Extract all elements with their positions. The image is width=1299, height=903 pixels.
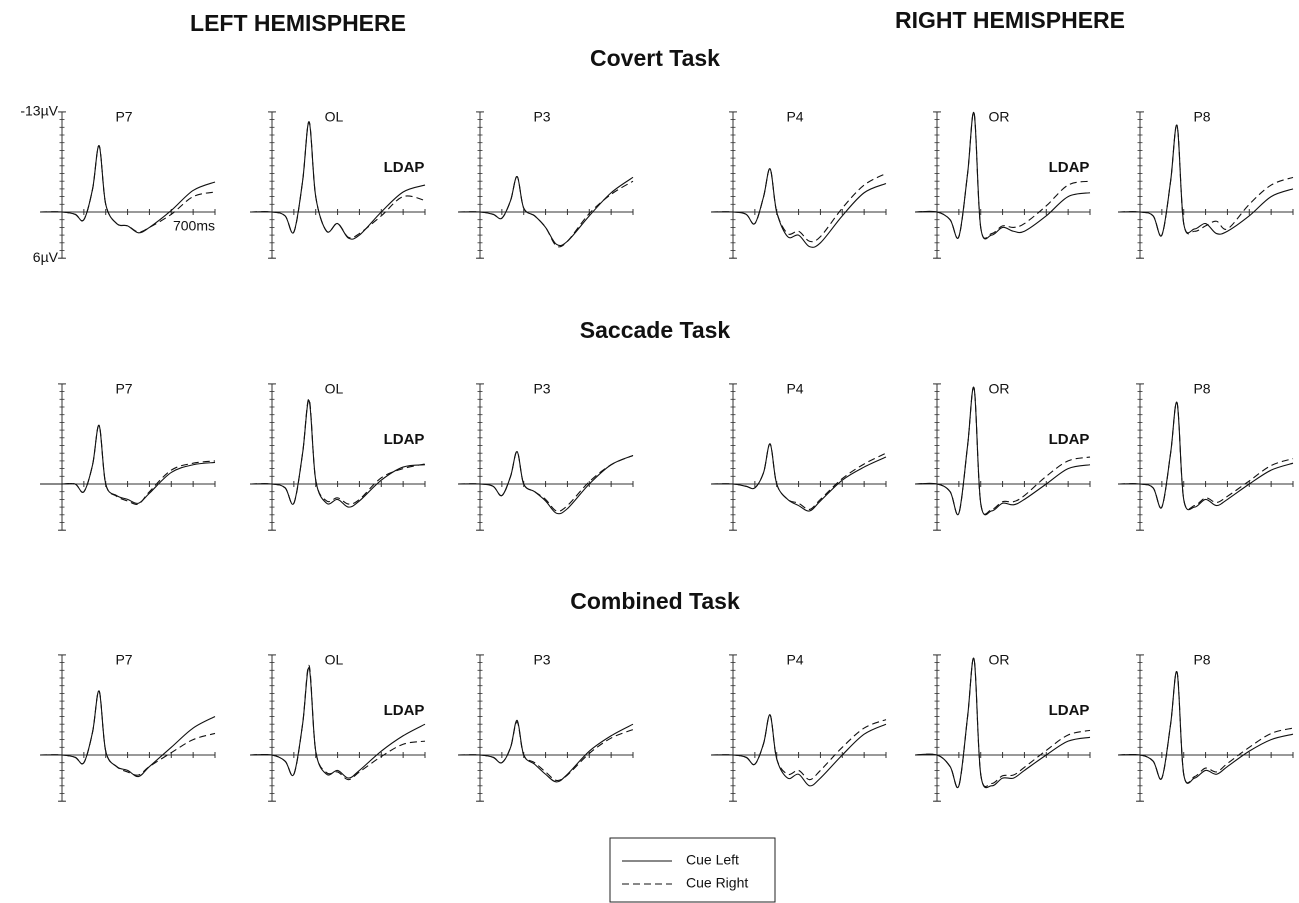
cue-right-wave	[1118, 401, 1294, 510]
ldap-label: LDAP	[1049, 431, 1090, 448]
task-title: Combined Task	[570, 588, 740, 614]
cue-right-wave	[1118, 124, 1294, 237]
cue-left-wave	[711, 443, 887, 512]
electrode-label: OL	[325, 652, 344, 668]
cue-left-wave	[915, 657, 1091, 789]
cue-left-wave	[711, 714, 887, 787]
cue-right-wave	[711, 714, 887, 781]
electrode-label: OL	[325, 109, 344, 125]
x-tick-label: 700ms	[173, 218, 215, 234]
electrode-label: P8	[1193, 652, 1210, 668]
y-tick-label: -13µV	[20, 103, 58, 119]
cue-right-wave	[1118, 671, 1294, 784]
electrode-label: P7	[115, 381, 132, 397]
electrode-label: P3	[533, 652, 550, 668]
cue-right-wave	[915, 657, 1091, 789]
legend-box	[609, 837, 776, 903]
cue-left-wave	[40, 690, 216, 778]
electrode-label: P3	[533, 109, 550, 125]
cue-left-wave	[1118, 401, 1294, 511]
cue-left-wave	[250, 400, 426, 508]
cue-right-wave	[458, 721, 634, 782]
cue-right-wave	[458, 451, 634, 512]
electrode-label: OR	[989, 381, 1010, 397]
cue-right-wave	[250, 398, 426, 505]
cue-right-wave	[250, 121, 426, 239]
electrode-label: P4	[786, 652, 803, 668]
cue-left-wave	[711, 168, 887, 248]
y-tick-label: 6µV	[33, 249, 59, 265]
left-hemisphere-title: LEFT HEMISPHERE	[190, 10, 406, 36]
electrode-label: P4	[786, 381, 803, 397]
cue-right-wave	[915, 111, 1091, 239]
cue-left-wave	[915, 386, 1091, 516]
legend-label: Cue Right	[686, 875, 748, 891]
electrode-label: OR	[989, 652, 1010, 668]
cue-right-wave	[40, 690, 216, 776]
electrode-label: P8	[1193, 381, 1210, 397]
ldap-label: LDAP	[384, 702, 425, 719]
electrode-label: P8	[1193, 109, 1210, 125]
cue-left-wave	[250, 121, 426, 240]
right-hemisphere-title: RIGHT HEMISPHERE	[895, 7, 1125, 33]
cue-right-wave	[711, 443, 887, 510]
cue-left-wave	[458, 719, 634, 783]
cue-right-wave	[250, 665, 426, 781]
electrode-label: P7	[115, 109, 132, 125]
electrode-label: P3	[533, 381, 550, 397]
electrode-label: P7	[115, 652, 132, 668]
cue-left-wave	[1118, 124, 1294, 237]
electrode-label: P4	[786, 109, 803, 125]
ldap-label: LDAP	[1049, 159, 1090, 176]
cue-left-wave	[40, 424, 216, 504]
cue-left-wave	[250, 667, 426, 779]
task-title: Saccade Task	[580, 317, 731, 343]
electrode-label: OL	[325, 381, 344, 397]
cue-left-wave	[1118, 671, 1294, 784]
cue-right-wave	[40, 145, 216, 233]
cue-right-wave	[458, 176, 634, 248]
ldap-label: LDAP	[384, 159, 425, 176]
cue-right-wave	[915, 386, 1091, 516]
cue-right-wave	[40, 424, 216, 505]
cue-right-wave	[711, 168, 887, 243]
ldap-label: LDAP	[384, 431, 425, 448]
task-title: Covert Task	[590, 45, 720, 71]
legend-label: Cue Left	[686, 852, 739, 868]
electrode-label: OR	[989, 109, 1010, 125]
ldap-label: LDAP	[1049, 702, 1090, 719]
